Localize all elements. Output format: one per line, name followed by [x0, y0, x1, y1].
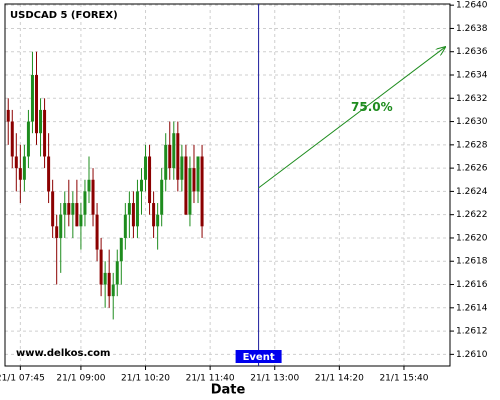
candle-body: [188, 168, 192, 215]
x-axis-label: Date: [211, 383, 246, 398]
candle-body: [119, 237, 123, 262]
x-tick-label: 21/1 10:20: [121, 374, 170, 384]
candle-body: [83, 191, 87, 215]
candle-body: [180, 156, 184, 180]
candle-body: [55, 226, 59, 238]
y-tick-label: 1.2624: [456, 187, 488, 197]
y-tick-label: 1.2634: [456, 71, 488, 81]
candle-body: [75, 203, 79, 227]
candle-body: [176, 133, 180, 180]
y-tick-label: 1.2640: [456, 1, 488, 11]
candle-body: [148, 156, 152, 204]
candle-body: [26, 121, 30, 157]
candle-body: [131, 203, 135, 227]
y-tick-label: 1.2628: [456, 140, 488, 150]
candle-body: [123, 214, 127, 238]
y-tick-label: 1.2612: [456, 327, 488, 337]
y-tick-label: 1.2610: [456, 350, 488, 360]
candle-body: [71, 203, 75, 215]
candle-body: [127, 203, 131, 215]
event-label-box: [235, 350, 282, 363]
candle-body: [87, 179, 91, 192]
candle-body: [59, 214, 63, 238]
candle-body: [22, 156, 26, 180]
candle-body: [95, 214, 99, 250]
candle-body: [103, 272, 107, 285]
y-tick-label: 1.2636: [456, 47, 488, 57]
candle-body: [152, 203, 156, 227]
candle-body: [135, 191, 139, 227]
candle-body: [200, 156, 204, 227]
x-tick-label: 21/1 13:00: [250, 374, 299, 384]
candle-body: [18, 168, 22, 180]
candle-body: [10, 121, 14, 157]
chart-title: USDCAD 5 (FOREX): [10, 10, 118, 21]
candle-body: [63, 203, 67, 215]
candle-body: [39, 109, 43, 134]
candle-body: [160, 179, 164, 215]
candle-body: [6, 109, 10, 122]
candle-body: [99, 249, 103, 285]
candle-body: [196, 156, 200, 192]
candle-body: [139, 179, 143, 192]
y-tick-label: 1.2614: [456, 303, 488, 313]
y-tick-label: 1.2626: [456, 164, 488, 174]
candle-body: [14, 156, 18, 169]
candle-body: [168, 144, 172, 169]
x-tick-label: 21/1 11:40: [186, 374, 235, 384]
candle-body: [111, 284, 115, 297]
y-tick-label: 1.2622: [456, 210, 488, 220]
x-tick-label: 21/1 15:40: [379, 374, 428, 384]
x-tick-label: 21/1 14:20: [315, 374, 364, 384]
candle-body: [51, 191, 55, 227]
x-tick-label: 21/1 07:45: [0, 374, 45, 384]
plot-frame: [4, 3, 451, 367]
candle-body: [47, 156, 51, 192]
candle-body: [184, 156, 188, 215]
candle-body: [67, 203, 71, 215]
candle-body: [115, 261, 119, 285]
y-tick-label: 1.2616: [456, 280, 488, 290]
candle-body: [91, 179, 95, 215]
x-tick-label: 21/1 09:00: [56, 374, 105, 384]
y-tick-label: 1.2630: [456, 117, 488, 127]
watermark: www.delkos.com: [16, 348, 110, 359]
candle-body: [79, 214, 83, 227]
forecast-label: 75.0%: [351, 100, 393, 114]
y-tick-label: 1.2638: [456, 24, 488, 34]
candle-body: [30, 75, 34, 122]
candle-body: [164, 144, 168, 180]
y-tick-label: 1.2618: [456, 257, 488, 267]
candle-body: [34, 75, 38, 134]
forecast-arrow: [258, 47, 446, 189]
candle-body: [192, 168, 196, 192]
event-label: Event: [243, 352, 275, 363]
y-tick-label: 1.2620: [456, 233, 488, 243]
candle-body: [156, 214, 160, 227]
candle-body: [43, 109, 47, 157]
candle-body: [107, 272, 111, 297]
candle-body: [144, 156, 148, 180]
y-tick-label: 1.2632: [456, 94, 488, 104]
candle-body: [172, 133, 176, 169]
